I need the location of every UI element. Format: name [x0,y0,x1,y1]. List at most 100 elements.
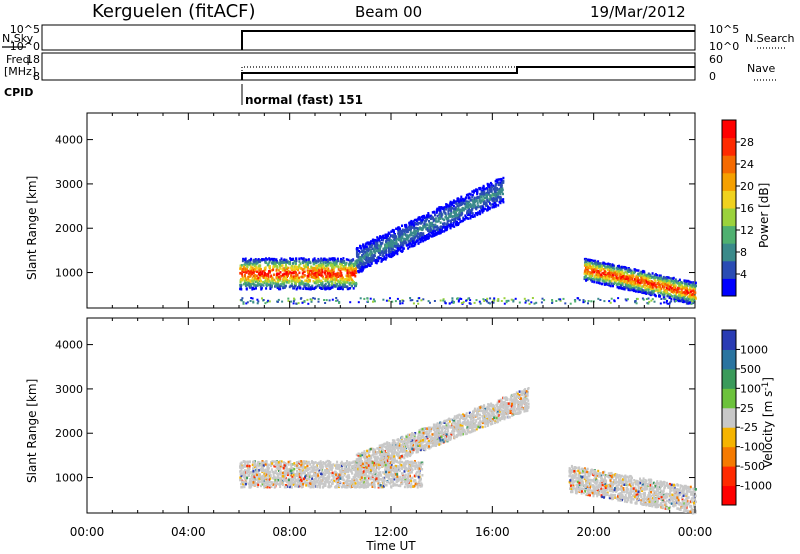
power-cell [432,219,435,223]
power-cell [599,262,602,265]
power-cell [655,273,657,277]
power-cell [527,299,530,302]
power-cell [417,227,420,230]
power-cell [427,212,430,215]
power-cell [370,256,373,260]
power-cell [290,300,293,303]
power-cell [471,204,474,207]
power-cell [651,283,654,286]
power-cell [497,204,500,207]
power-cell [313,268,316,272]
power-cell [251,271,254,274]
colorbar-segment [722,225,736,244]
power-cell [661,293,664,296]
power-cell [379,247,381,250]
power-cell [669,277,672,280]
power-cell [329,270,332,273]
power-cell [350,284,353,288]
power-cell [427,300,430,303]
power-cell [322,263,325,266]
power-cell [619,282,622,285]
power-cell [330,272,333,275]
power-cell [610,274,613,278]
velocity-cell [289,474,292,478]
power-cell [642,298,645,301]
power-cell [594,269,597,272]
power-cell [343,284,346,287]
power-cell [244,258,246,261]
power-cell [482,187,485,191]
power-cell [623,275,626,279]
power-cell [324,271,326,275]
power-cell [606,273,609,276]
power-cell [678,283,681,286]
power-cell [290,278,293,281]
power-cell [476,202,479,205]
power-cell [457,300,460,303]
velocity-cell [244,462,247,466]
power-cell [476,196,479,200]
power-cell [469,198,472,202]
power-cell [249,268,252,271]
power-cell [674,299,677,302]
nsky-trace [241,30,695,50]
power-cell [497,298,500,300]
colorbar-segment [722,120,736,139]
power-cell [653,300,656,303]
power-cell [388,236,391,240]
power-cell [641,278,644,281]
power-cell [325,299,328,302]
power-cell [393,234,396,237]
power-cell [271,260,274,264]
power-cell [610,282,613,285]
freq-label-line2: [MHz] [4,65,36,78]
power-cell [287,274,289,277]
power-cell [336,283,338,286]
power-cell [299,262,302,265]
power-cell [470,205,473,209]
power-cell [487,205,490,208]
power-cell [348,262,351,265]
power-cell [403,240,406,243]
power-cell [693,295,696,298]
power-cell [460,195,463,199]
power-cell [635,277,638,280]
velocity-cell [417,481,420,484]
power-cell [279,277,282,281]
power-cell [395,227,398,230]
power-cell [287,281,290,284]
power-cell [272,268,275,272]
power-cell [452,199,455,202]
power-cell [399,302,402,305]
power-cell [373,254,376,257]
power-cell [663,289,666,293]
power-cell [241,297,244,300]
power-cell [635,289,638,292]
power-cell [450,207,453,211]
power-cell [287,269,290,273]
power-cell [392,239,395,243]
power-cell [673,294,676,297]
power-cell [649,279,652,282]
power-cell [263,281,266,284]
power-cell [345,258,348,261]
power-cell [660,287,663,290]
power-cell [453,214,456,217]
power-cell [454,218,457,222]
power-cell [341,268,344,271]
power-cell [489,198,492,201]
power-cell [250,297,253,299]
power-cell [251,288,254,291]
power-cell [658,294,660,298]
power-cell [690,296,693,299]
nsearch-tick-bottom: 10^0 [709,40,739,53]
power-cell [363,261,366,265]
power-cell [418,297,421,300]
power-cell [630,277,633,280]
power-cell [469,193,472,196]
power-cell [420,233,423,236]
power-cell [406,244,409,247]
power-cell [633,287,636,290]
power-cell [624,286,627,289]
power-cell [647,288,650,292]
